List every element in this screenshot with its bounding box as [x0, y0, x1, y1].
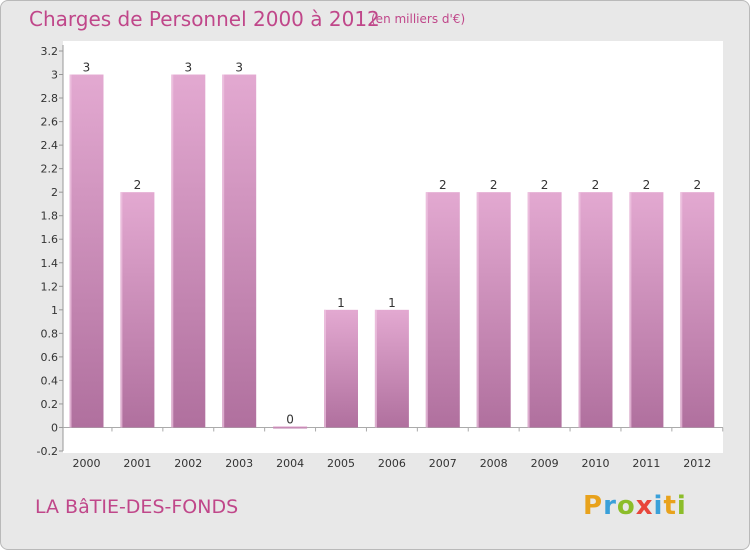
- proxiti-logo: Proxiti: [583, 491, 687, 521]
- data-label: 2: [693, 178, 701, 192]
- data-label: 2: [541, 178, 549, 192]
- bar: [171, 74, 206, 428]
- bar-highlight: [527, 192, 530, 428]
- y-tick-label: 2.4: [41, 139, 59, 152]
- y-tick-label: 1.6: [41, 233, 59, 246]
- x-tick-label: 2012: [683, 457, 711, 470]
- bar-highlight: [222, 74, 225, 428]
- x-tick-label: 2002: [174, 457, 202, 470]
- bar-highlight: [374, 309, 377, 428]
- data-label: 2: [490, 178, 498, 192]
- logo-letter: o: [616, 491, 636, 521]
- y-tick-label: 3.2: [41, 45, 59, 58]
- bar: [629, 192, 664, 428]
- data-label: 2: [439, 178, 447, 192]
- y-tick-label: 0: [51, 421, 58, 434]
- x-tick-label: 2003: [225, 457, 253, 470]
- data-labels: 3 2 3 3 0 1 1 2 2 2 2 2 2: [83, 61, 701, 427]
- y-tick-label: 0.6: [41, 351, 59, 364]
- x-tick-label: 2007: [429, 457, 457, 470]
- data-label: 2: [134, 178, 142, 192]
- y-tick-label: 0.2: [41, 398, 59, 411]
- commune-name: LA BâTIE-DES-FONDS: [35, 496, 239, 518]
- bar: [120, 192, 155, 428]
- bar: [680, 192, 715, 428]
- bar: [69, 74, 104, 428]
- bars: [69, 74, 715, 429]
- x-tick-label: 2005: [327, 457, 355, 470]
- bar-highlight: [680, 192, 683, 428]
- bar-highlight: [120, 192, 123, 428]
- x-tick-label: 2006: [378, 457, 406, 470]
- x-tick-label: 2011: [632, 457, 660, 470]
- data-label: 3: [235, 61, 243, 75]
- data-label: 2: [592, 178, 600, 192]
- y-tick-label: 2.8: [41, 92, 59, 105]
- bar: [527, 192, 562, 428]
- x-tick-label: 2009: [531, 457, 559, 470]
- y-tick-label: 1: [51, 304, 58, 317]
- y-tick-label: 0.8: [41, 327, 59, 340]
- data-label: 3: [83, 61, 91, 75]
- bar-highlight: [69, 74, 72, 428]
- y-tick-label: 2.2: [41, 163, 59, 176]
- bar: [374, 309, 409, 428]
- y-tick-label: 0.4: [41, 374, 59, 387]
- bar-highlight: [629, 192, 632, 428]
- logo-letter: i: [653, 491, 664, 521]
- y-tick-label: 2: [51, 186, 58, 199]
- chart-title: Charges de Personnel 2000 à 2012: [29, 7, 380, 31]
- x-tick-label: 2008: [480, 457, 508, 470]
- data-label: 3: [184, 61, 192, 75]
- bar-highlight: [171, 74, 174, 428]
- data-label: 1: [337, 296, 345, 310]
- bar: [476, 192, 511, 428]
- logo-letter: x: [635, 491, 654, 521]
- bar: [222, 74, 257, 428]
- bar-highlight: [324, 309, 326, 428]
- logo-letter: P: [583, 491, 604, 521]
- y-tick-label: 2.6: [41, 116, 59, 129]
- x-tick-label: 2010: [582, 457, 610, 470]
- x-tick-label: 2000: [73, 457, 101, 470]
- y-tick-label: -0.2: [37, 445, 58, 458]
- y-tick-label: 1.8: [41, 210, 59, 223]
- data-label: 2: [643, 178, 651, 192]
- y-tick-label: 1.4: [41, 257, 59, 270]
- y-tick-label: 1.2: [41, 280, 59, 293]
- bar: [273, 426, 308, 429]
- data-label: 1: [388, 296, 396, 310]
- bar: [578, 192, 613, 428]
- logo-letter: t: [663, 491, 677, 521]
- logo-letter: r: [603, 491, 617, 521]
- bar-highlight: [578, 192, 581, 428]
- bar: [324, 309, 358, 428]
- y-tick-label: 3: [51, 69, 58, 82]
- logo-letter: i: [676, 491, 687, 521]
- bar-highlight: [476, 192, 479, 428]
- x-tick-label: 2001: [123, 457, 151, 470]
- data-label: 0: [286, 412, 294, 426]
- y-axis: -0.2 0 0.2 0.4 0.6 0.8 1 1.2 1.4 1.6 1.8 2 2.2 2.4 2.6…: [37, 45, 64, 458]
- bar-highlight: [425, 192, 428, 428]
- bar: [425, 192, 460, 428]
- unit-note: (en milliers d'€): [371, 12, 466, 26]
- x-tick-label: 2004: [276, 457, 304, 470]
